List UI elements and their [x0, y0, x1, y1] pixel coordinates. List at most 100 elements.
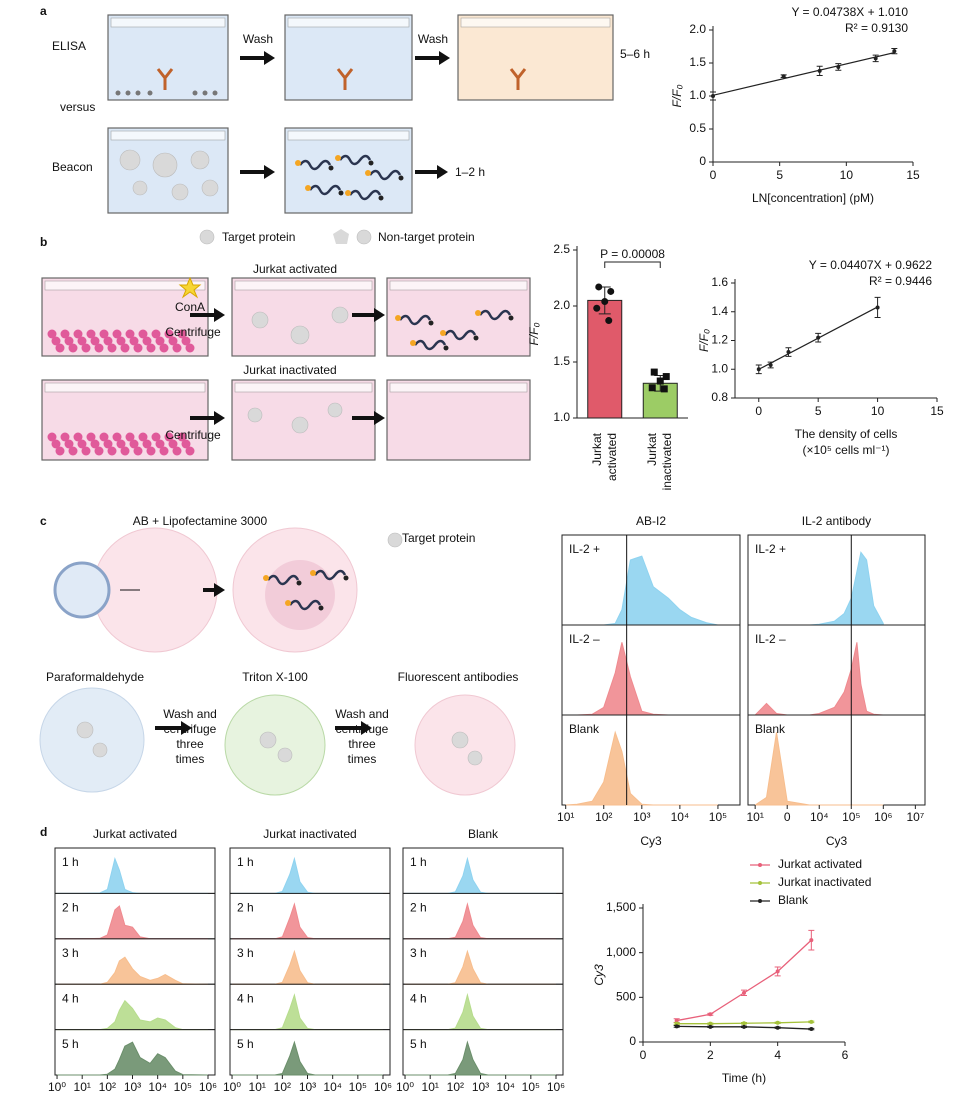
- arrow-head: [264, 51, 275, 65]
- x-tick-label: 6: [842, 1048, 849, 1062]
- x-tick-label: 10⁵: [174, 1080, 192, 1094]
- cell: [86, 432, 96, 442]
- particle: [192, 90, 198, 96]
- histogram-area: [232, 902, 383, 940]
- panel-label: b: [40, 235, 47, 249]
- well-rim: [389, 280, 528, 291]
- fluor: [295, 160, 301, 166]
- panel-title: AB-I2: [636, 514, 666, 528]
- point: [809, 938, 814, 943]
- point: [756, 367, 761, 372]
- histogram-area: [405, 1040, 556, 1076]
- x-tick-label: 10³: [472, 1080, 489, 1094]
- cell: [185, 446, 195, 456]
- point: [816, 335, 821, 340]
- fluor: [395, 315, 401, 321]
- cell: [146, 446, 156, 456]
- data-point: [601, 298, 609, 306]
- histogram-area: [405, 949, 556, 985]
- protein: [190, 150, 210, 170]
- protein: [259, 731, 277, 749]
- cell: [142, 439, 152, 449]
- arrow-head: [181, 721, 192, 735]
- fit-line: [712, 52, 895, 96]
- fluor: [410, 340, 416, 346]
- beacon: [267, 574, 300, 586]
- point: [775, 969, 780, 974]
- y-tick-label: 0: [629, 1034, 636, 1048]
- cell: [181, 439, 191, 449]
- quencher: [398, 175, 404, 181]
- x-tick-label: 10⁴: [496, 1080, 515, 1094]
- cell: [138, 329, 148, 339]
- protein: [451, 731, 469, 749]
- beacon: [299, 159, 332, 171]
- panel-label: c: [40, 514, 47, 528]
- x-axis-label: LN[concentration] (pM): [752, 191, 874, 205]
- y-tick-label: 0: [699, 154, 706, 168]
- panel-label: a: [40, 4, 47, 18]
- row-label: 2 h: [62, 901, 79, 915]
- histogram-area: [57, 999, 208, 1031]
- nucleus: [265, 560, 335, 630]
- x-tick-label: 10⁴: [323, 1080, 342, 1094]
- data-point: [648, 384, 656, 392]
- cell: [64, 336, 74, 346]
- point: [786, 350, 791, 354]
- cell: [185, 343, 195, 353]
- panel-title: Jurkat activated: [93, 827, 177, 841]
- x-tick-label: 10⁴: [148, 1080, 167, 1094]
- cell: [90, 336, 100, 346]
- step-label: Wash: [243, 32, 273, 46]
- protein: [290, 325, 310, 345]
- panel-title: Blank: [468, 827, 499, 841]
- well-rim: [44, 382, 206, 393]
- cell: [92, 527, 218, 653]
- cell: [125, 329, 135, 339]
- point: [875, 305, 880, 310]
- cell: [142, 336, 152, 346]
- x-tick-label: 10⁰: [396, 1080, 414, 1094]
- annotation: Y = 0.04407X + 0.9622: [809, 258, 933, 272]
- protein: [277, 747, 293, 763]
- cell: [120, 343, 130, 353]
- cell: [155, 336, 165, 346]
- fluor: [305, 185, 311, 191]
- step-label: Wash and centrifuge three times: [163, 707, 217, 766]
- x-tick-label: 10: [871, 404, 885, 418]
- x-tick-label: 10¹: [557, 810, 574, 824]
- cell: [107, 343, 117, 353]
- x-tick-label: 10¹: [74, 1080, 91, 1094]
- cell: [164, 329, 174, 339]
- quencher: [378, 195, 384, 201]
- cell: [51, 336, 61, 346]
- x-tick-label: 10⁶: [547, 1080, 565, 1094]
- protein: [327, 402, 343, 418]
- histogram-area: [232, 993, 383, 1031]
- protein: [331, 306, 349, 324]
- well: [284, 14, 413, 101]
- row-label: IL-2 –: [569, 632, 600, 646]
- cell: [155, 439, 165, 449]
- x-tick-label: 10⁵: [842, 810, 860, 824]
- row-label: IL-2 +: [569, 542, 600, 556]
- time-label: 5–6 h: [620, 47, 650, 61]
- cell: [47, 329, 57, 339]
- well-rim: [287, 130, 410, 141]
- x-tick-label: 10²: [99, 1080, 116, 1094]
- fluor: [263, 575, 269, 581]
- arrow-head: [214, 583, 225, 597]
- arrow-head: [437, 165, 448, 179]
- legend-label: Target protein: [402, 531, 475, 545]
- x-tick-label: 2: [707, 1048, 714, 1062]
- step-label: Centrifuge: [165, 325, 221, 339]
- cell: [68, 446, 78, 456]
- protein: [152, 152, 178, 178]
- point: [742, 1021, 746, 1026]
- cell: [133, 446, 143, 456]
- cell: [90, 439, 100, 449]
- point: [809, 1019, 814, 1024]
- protein: [171, 183, 189, 201]
- x-tick-label: 5: [815, 404, 822, 418]
- x-tick-label: 10¹: [249, 1080, 266, 1094]
